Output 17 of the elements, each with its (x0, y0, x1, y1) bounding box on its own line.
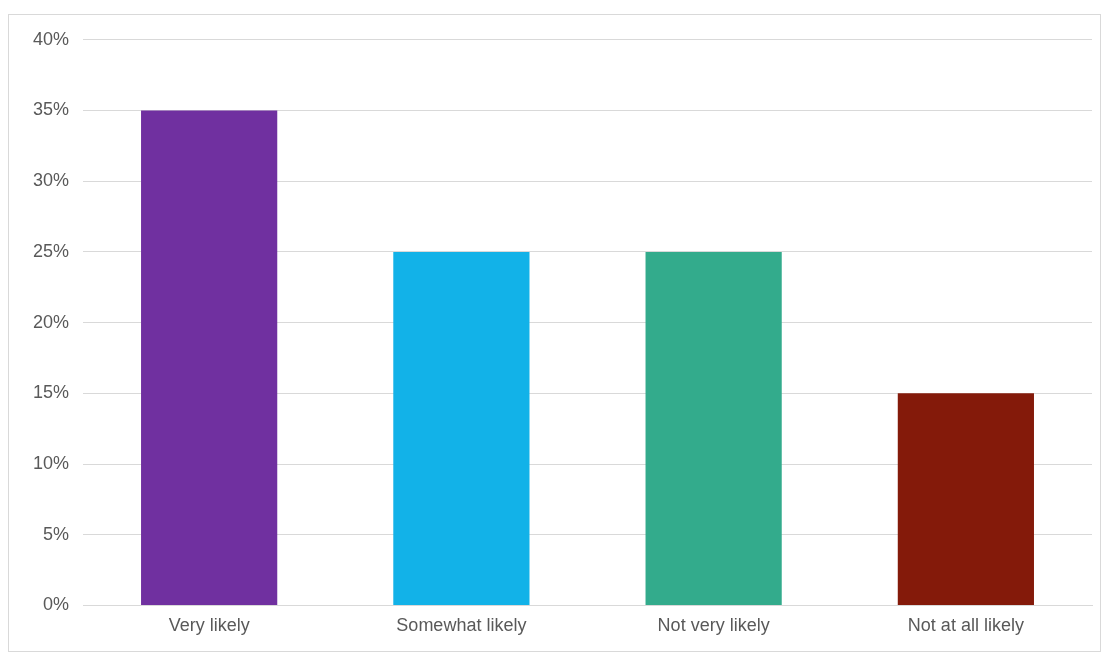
bar (393, 251, 530, 605)
x-tick-label: Not very likely (657, 615, 770, 636)
bar (897, 393, 1034, 605)
y-tick-label: 10% (33, 452, 70, 473)
y-tick-label: 30% (33, 170, 70, 191)
y-tick-label: 25% (33, 240, 70, 261)
bar (141, 110, 278, 605)
y-tick-label: 5% (43, 523, 70, 544)
y-tick-label: 0% (43, 594, 70, 615)
x-tick-label: Somewhat likely (396, 615, 527, 636)
y-tick-label: 35% (33, 99, 70, 120)
x-tick-label: Not at all likely (907, 615, 1024, 636)
y-tick-label: 40% (33, 28, 70, 49)
y-tick-label: 20% (33, 311, 70, 332)
x-tick-label: Very likely (168, 615, 250, 636)
y-tick-label: 15% (33, 382, 70, 403)
bar (645, 251, 782, 605)
